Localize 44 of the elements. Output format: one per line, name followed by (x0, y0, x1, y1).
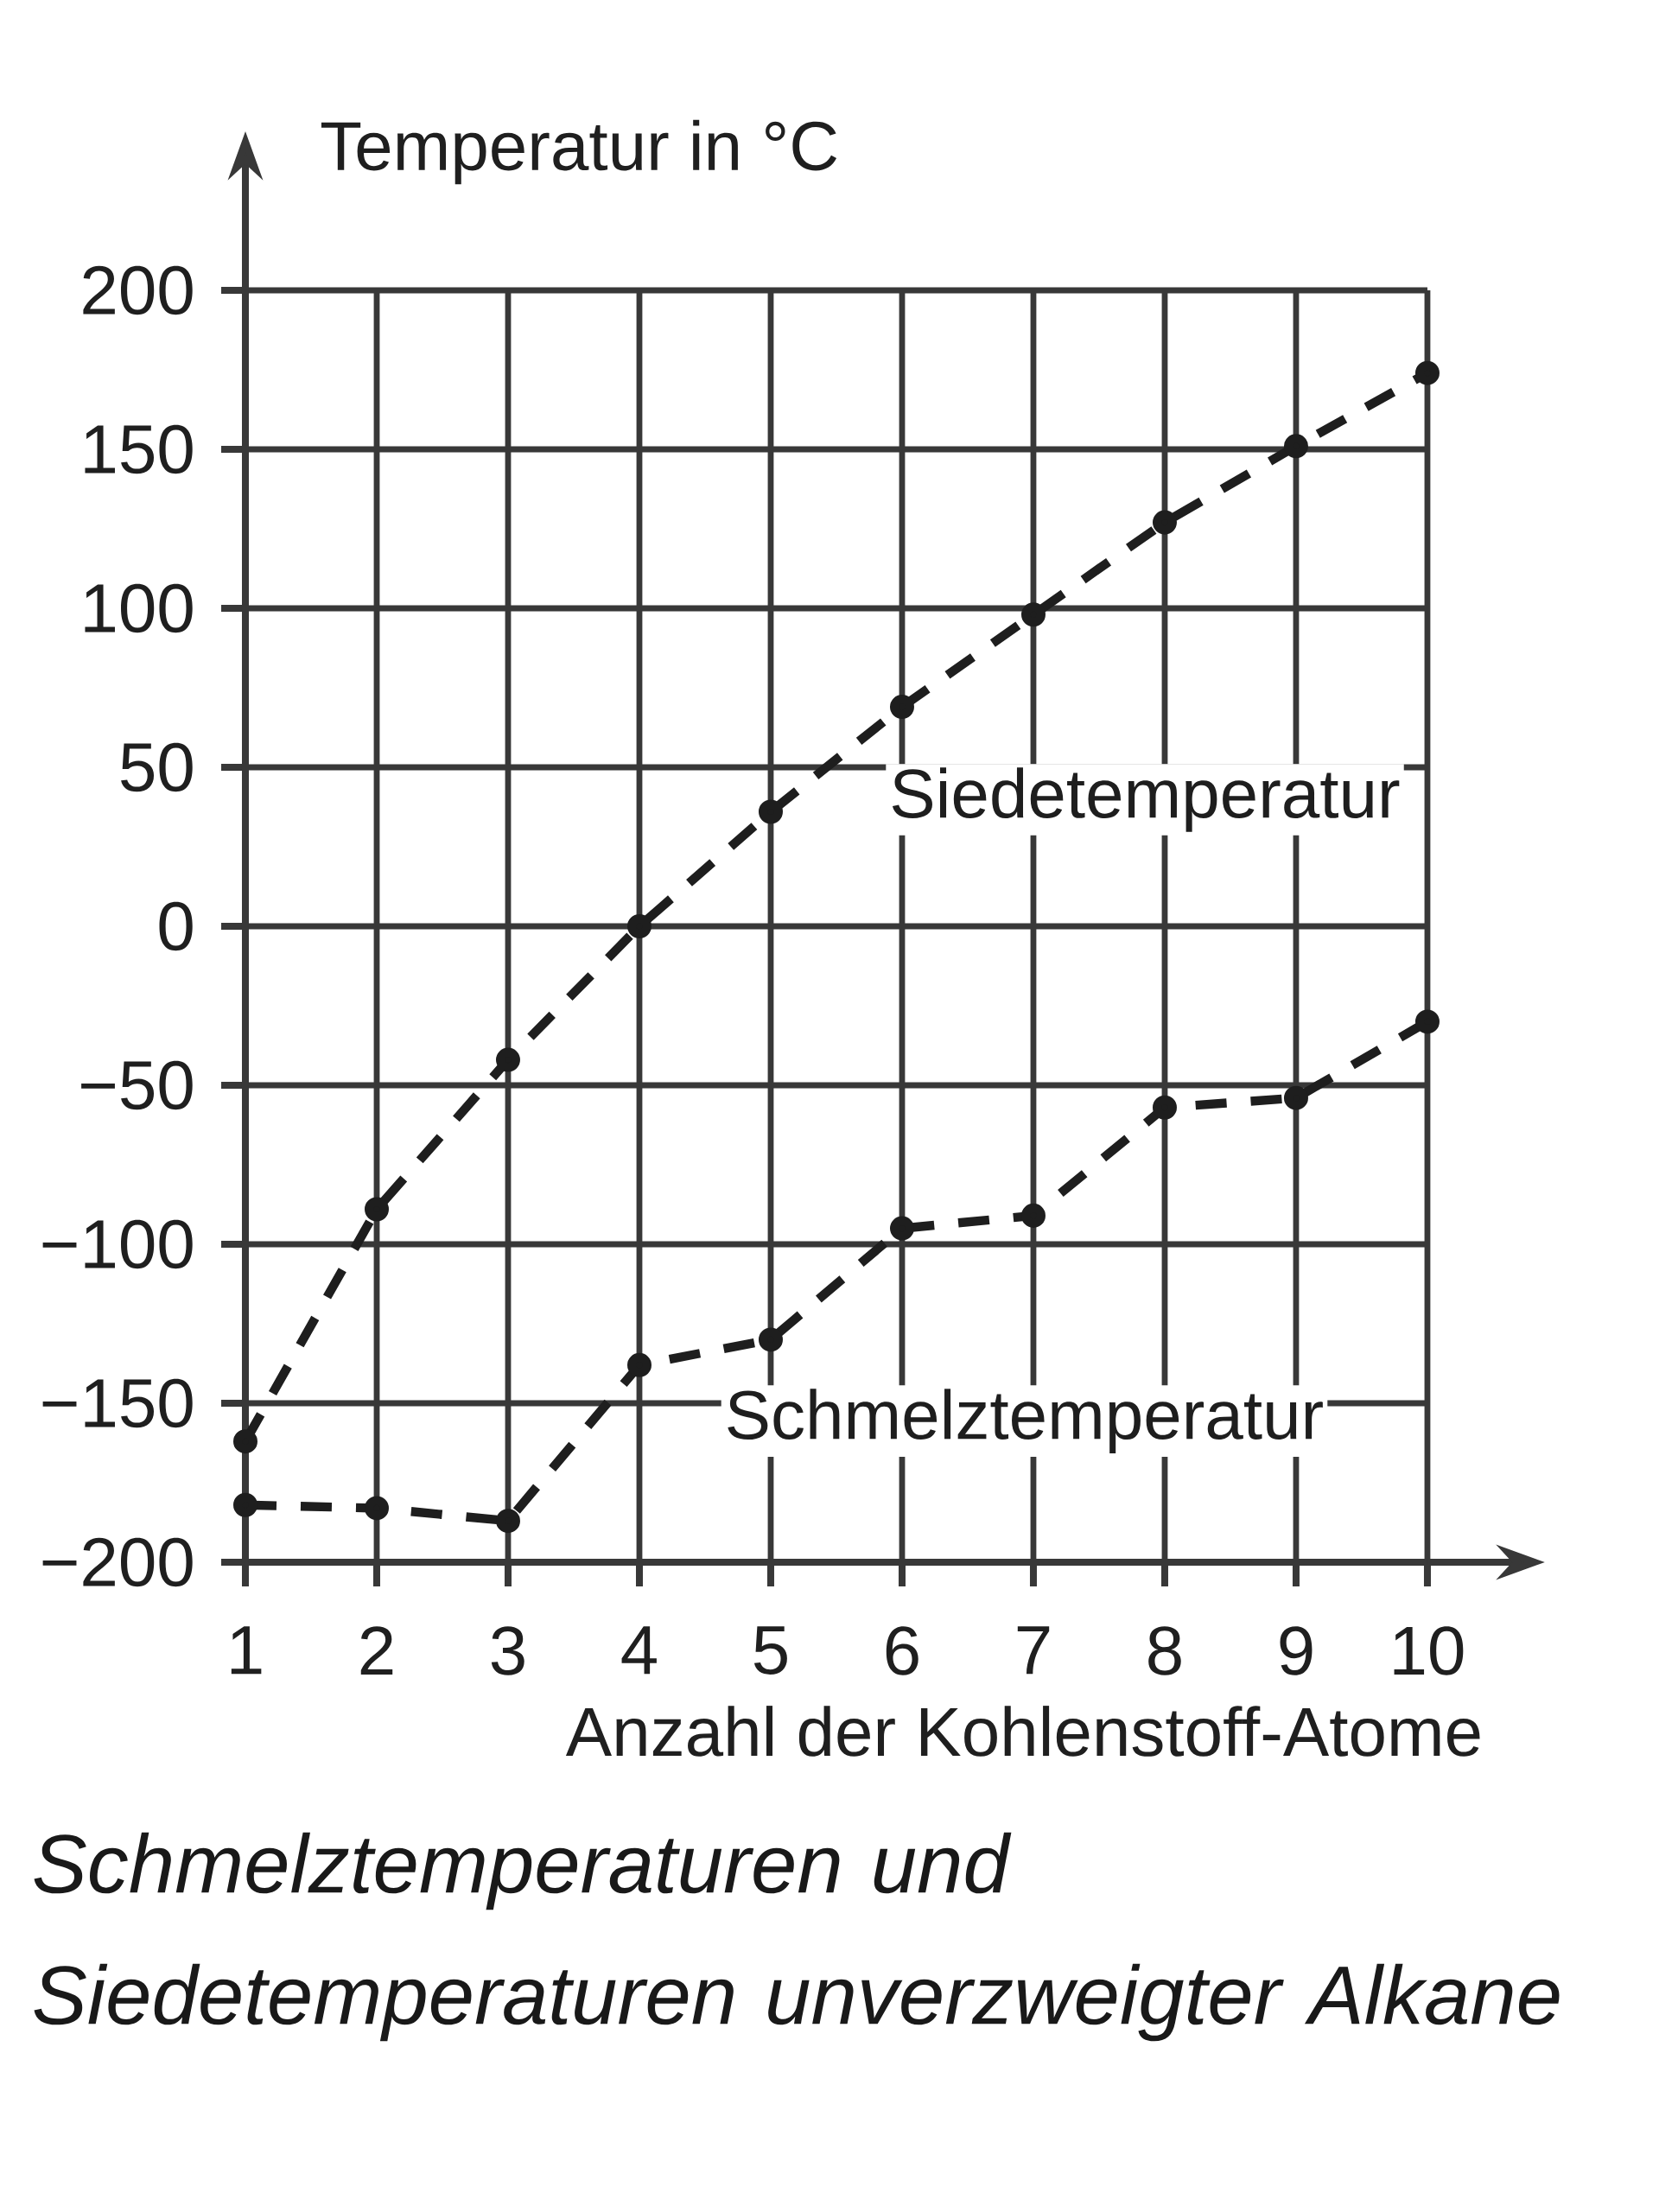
x-tick-label: 8 (1148, 1626, 1181, 1675)
y-tick-label: 50 (121, 742, 193, 792)
x-tick-label: 3 (491, 1626, 524, 1675)
x-tick-label: 5 (753, 1626, 787, 1675)
point (233, 1492, 257, 1517)
series-label: Schmelztemperatur (728, 1389, 1323, 1453)
point (1283, 1085, 1308, 1110)
x-tick-label: 4 (621, 1626, 657, 1675)
point (889, 1216, 914, 1241)
x-tick-label: 2 (360, 1626, 393, 1675)
point (1283, 434, 1308, 459)
point (1020, 602, 1046, 627)
point (758, 799, 783, 824)
point (889, 695, 914, 720)
x-tick-label: 1 (231, 1626, 262, 1675)
x-tick-label: 10 (1394, 1626, 1464, 1675)
y-tick-label: 100 (85, 583, 193, 633)
y-tick-label: −100 (42, 1219, 193, 1269)
y-tick-label: −150 (42, 1378, 193, 1428)
series-label: Siedetemperatur (892, 767, 1400, 832)
point (365, 1197, 389, 1222)
y-tick-label: 0 (159, 901, 193, 951)
y-axis-title: Temperatur in °C (321, 119, 837, 185)
point (495, 1509, 520, 1534)
point (1152, 510, 1177, 535)
y-tick-label: −50 (81, 1060, 193, 1110)
point (233, 1429, 257, 1454)
y-tick-label: 150 (85, 424, 193, 474)
point (1020, 1203, 1046, 1228)
point (1414, 1009, 1440, 1034)
point (627, 1352, 652, 1377)
point (365, 1496, 389, 1521)
point (1414, 360, 1440, 385)
point (758, 1327, 783, 1352)
point (627, 913, 652, 938)
x-tick-label: 6 (886, 1626, 918, 1675)
x-axis-title: Anzahl der Kohlenstoff-Atome (565, 1706, 1480, 1757)
point (495, 1047, 520, 1072)
point (1152, 1095, 1177, 1120)
y-tick-label: 200 (83, 265, 193, 315)
x-tick-label: 7 (1017, 1626, 1050, 1675)
x-tick-label: 9 (1280, 1626, 1313, 1675)
y-tick-label: −200 (42, 1537, 193, 1587)
text: Schmelztemperaturen und Siedetemperaturen unverzweigter Alkane (34, 1832, 1560, 2042)
